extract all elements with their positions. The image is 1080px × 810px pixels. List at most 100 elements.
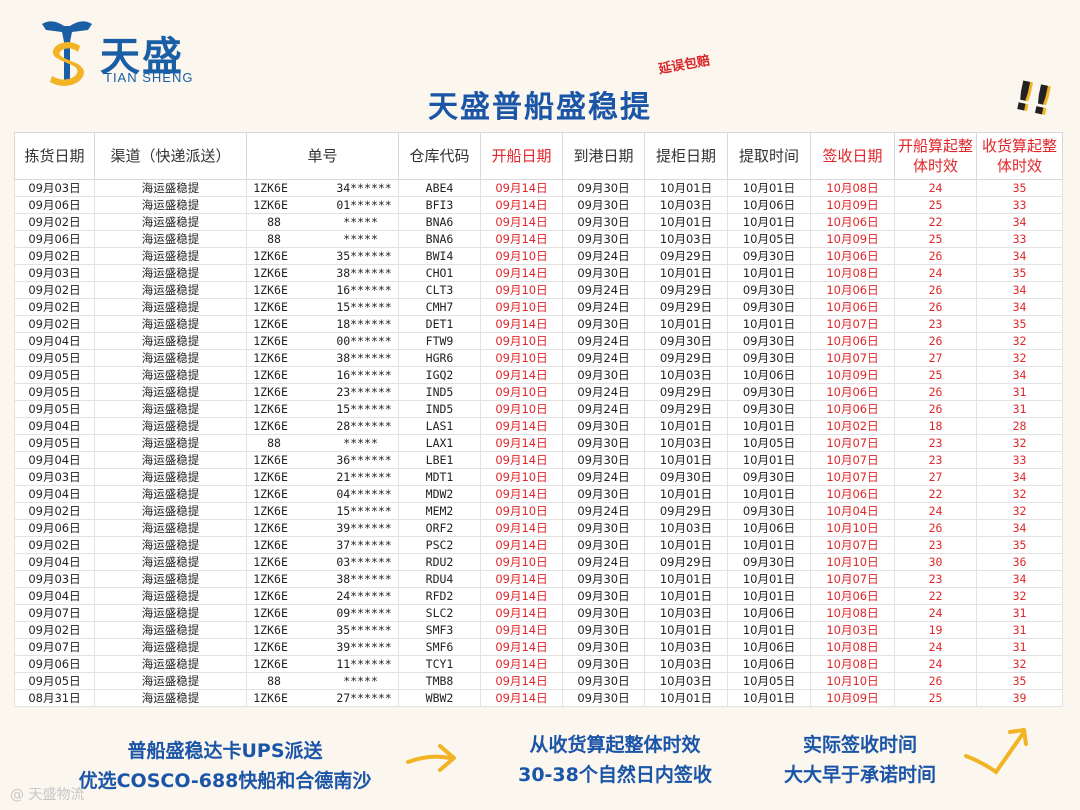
cell-arrival-date: 09月30日 (562, 417, 645, 435)
cell-container-pickup-date: 10月01日 (644, 451, 728, 469)
table-row: 09月07日 海运盛稳提 1ZK6E 09****** SLC2 09月14日 09月30… (14, 604, 1063, 622)
cell-tracking-no: 1ZK6E 35****** (246, 247, 399, 265)
table-row: 09月05日 海运盛稳提 1ZK6E 23****** IND5 09月10日 09月24… (14, 383, 1063, 401)
cell-arrival-date: 09月24日 (562, 349, 645, 367)
cell-transit-from-receipt: 34 (976, 281, 1063, 299)
cell-pickup-time: 10月06日 (727, 604, 811, 622)
table-body: 09月03日 海运盛稳提 1ZK6E 34****** ABE4 09月14日 09月30… (14, 179, 1063, 707)
cell-pickup-time: 10月05日 (727, 672, 811, 690)
cell-transit-from-sailing: 18 (894, 417, 977, 435)
table-row: 09月04日 海运盛稳提 1ZK6E 00****** FTW9 09月10日 09月24… (14, 332, 1063, 350)
cell-transit-from-receipt: 35 (976, 315, 1063, 333)
cell-delivered-date: 10月06日 (810, 281, 895, 299)
cell-transit-from-sailing: 22 (894, 485, 977, 503)
cell-tracking-no: 88 ***** (246, 213, 399, 231)
cell-warehouse-code: WBW2 (398, 689, 481, 707)
arrow-up-right-icon (964, 728, 1028, 775)
cell-pick-date: 09月07日 (14, 604, 95, 622)
cell-transit-from-receipt: 34 (976, 468, 1063, 486)
cell-warehouse-code: CMH7 (398, 298, 481, 316)
table-row: 09月05日 海运盛稳提 88 ***** TMB8 09月14日 09月30日 10月03… (14, 672, 1063, 690)
cell-arrival-date: 09月30日 (562, 536, 645, 554)
cell-tracking-no: 1ZK6E 01****** (246, 196, 399, 214)
cell-channel: 海运盛稳提 (94, 349, 247, 367)
cell-delivered-date: 10月07日 (810, 349, 895, 367)
cell-sail-date: 09月14日 (480, 179, 563, 197)
header-arrival-date: 到港日期 (562, 132, 645, 180)
cell-delivered-date: 10月06日 (810, 332, 895, 350)
cell-delivered-date: 10月07日 (810, 468, 895, 486)
cell-pickup-time: 09月30日 (727, 400, 811, 418)
cell-transit-from-receipt: 39 (976, 689, 1063, 707)
cell-warehouse-code: PSC2 (398, 536, 481, 554)
cell-delivered-date: 10月09日 (810, 689, 895, 707)
cell-arrival-date: 09月30日 (562, 366, 645, 384)
cell-pick-date: 09月05日 (14, 434, 95, 452)
cell-transit-from-receipt: 35 (976, 672, 1063, 690)
cell-container-pickup-date: 10月03日 (644, 230, 728, 248)
cell-transit-from-receipt: 35 (976, 536, 1063, 554)
cell-transit-from-receipt: 31 (976, 621, 1063, 639)
cell-delivered-date: 10月08日 (810, 638, 895, 656)
cell-tracking-no: 1ZK6E 35****** (246, 621, 399, 639)
cell-transit-from-receipt: 32 (976, 655, 1063, 673)
cell-delivered-date: 10月06日 (810, 587, 895, 605)
cell-pickup-time: 09月30日 (727, 468, 811, 486)
cell-channel: 海运盛稳提 (94, 179, 247, 197)
table-row: 09月02日 海运盛稳提 1ZK6E 18****** DET1 09月14日 09月30… (14, 315, 1063, 333)
cell-channel: 海运盛稳提 (94, 264, 247, 282)
cell-warehouse-code: TMB8 (398, 672, 481, 690)
cell-warehouse-code: SMF3 (398, 621, 481, 639)
cell-sail-date: 09月14日 (480, 570, 563, 588)
cell-container-pickup-date: 10月01日 (644, 315, 728, 333)
cell-container-pickup-date: 09月29日 (644, 553, 728, 571)
cell-pick-date: 09月05日 (14, 366, 95, 384)
note-right-line1: 实际签收时间 (802, 734, 917, 756)
cell-container-pickup-date: 10月03日 (644, 434, 728, 452)
cell-tracking-no: 1ZK6E 03****** (246, 553, 399, 571)
table-row: 09月02日 海运盛稳提 1ZK6E 35****** BWI4 09月10日 09月24… (14, 247, 1063, 265)
cell-pick-date: 09月02日 (14, 621, 95, 639)
cell-warehouse-code: CLT3 (398, 281, 481, 299)
cell-pickup-time: 10月01日 (727, 689, 811, 707)
cell-channel: 海运盛稳提 (94, 519, 247, 537)
cell-container-pickup-date: 10月01日 (644, 179, 728, 197)
cell-pickup-time: 09月30日 (727, 332, 811, 350)
cell-pick-date: 09月07日 (14, 638, 95, 656)
cell-sail-date: 09月14日 (480, 230, 563, 248)
compensation-stamp: 延误包赔 (657, 53, 712, 78)
cell-tracking-no: 1ZK6E 38****** (246, 349, 399, 367)
cell-delivered-date: 10月03日 (810, 621, 895, 639)
cell-pickup-time: 10月01日 (727, 570, 811, 588)
shipment-table: 拣货日期 渠道（快递派送） 单号 仓库代码 开船日期 到港日期 提柜日期 提取时… (14, 132, 1063, 707)
cell-container-pickup-date: 09月29日 (644, 383, 728, 401)
cell-channel: 海运盛稳提 (94, 621, 247, 639)
table-row: 09月04日 海运盛稳提 1ZK6E 36****** LBE1 09月14日 09月30… (14, 451, 1063, 469)
cell-container-pickup-date: 10月03日 (644, 672, 728, 690)
cell-delivered-date: 10月07日 (810, 315, 895, 333)
table-row: 09月04日 海运盛稳提 1ZK6E 04****** MDW2 09月14日 09月30… (14, 485, 1063, 503)
cell-transit-from-receipt: 32 (976, 332, 1063, 350)
cell-container-pickup-date: 09月29日 (644, 349, 728, 367)
table-row: 09月05日 海运盛稳提 1ZK6E 38****** HGR6 09月10日 09月24… (14, 349, 1063, 367)
cell-arrival-date: 09月30日 (562, 451, 645, 469)
cell-warehouse-code: BNA6 (398, 230, 481, 248)
cell-channel: 海运盛稳提 (94, 655, 247, 673)
cell-channel: 海运盛稳提 (94, 587, 247, 605)
cell-delivered-date: 10月06日 (810, 400, 895, 418)
header-sail-date: 开船日期 (480, 132, 563, 180)
cell-sail-date: 09月14日 (480, 196, 563, 214)
cell-transit-from-sailing: 24 (894, 604, 977, 622)
cell-arrival-date: 09月24日 (562, 468, 645, 486)
page-title: 天盛普船盛稳提 (428, 90, 652, 125)
cell-tracking-no: 1ZK6E 00****** (246, 332, 399, 350)
cell-arrival-date: 09月30日 (562, 672, 645, 690)
cell-pickup-time: 10月01日 (727, 179, 811, 197)
cell-pickup-time: 10月01日 (727, 621, 811, 639)
cell-arrival-date: 09月30日 (562, 689, 645, 707)
cell-container-pickup-date: 10月01日 (644, 485, 728, 503)
cell-sail-date: 09月14日 (480, 366, 563, 384)
table-row: 09月04日 海运盛稳提 1ZK6E 03****** RDU2 09月10日 09月24… (14, 553, 1063, 571)
table-row: 09月06日 海运盛稳提 1ZK6E 39****** ORF2 09月14日 09月30… (14, 519, 1063, 537)
cell-transit-from-receipt: 34 (976, 570, 1063, 588)
